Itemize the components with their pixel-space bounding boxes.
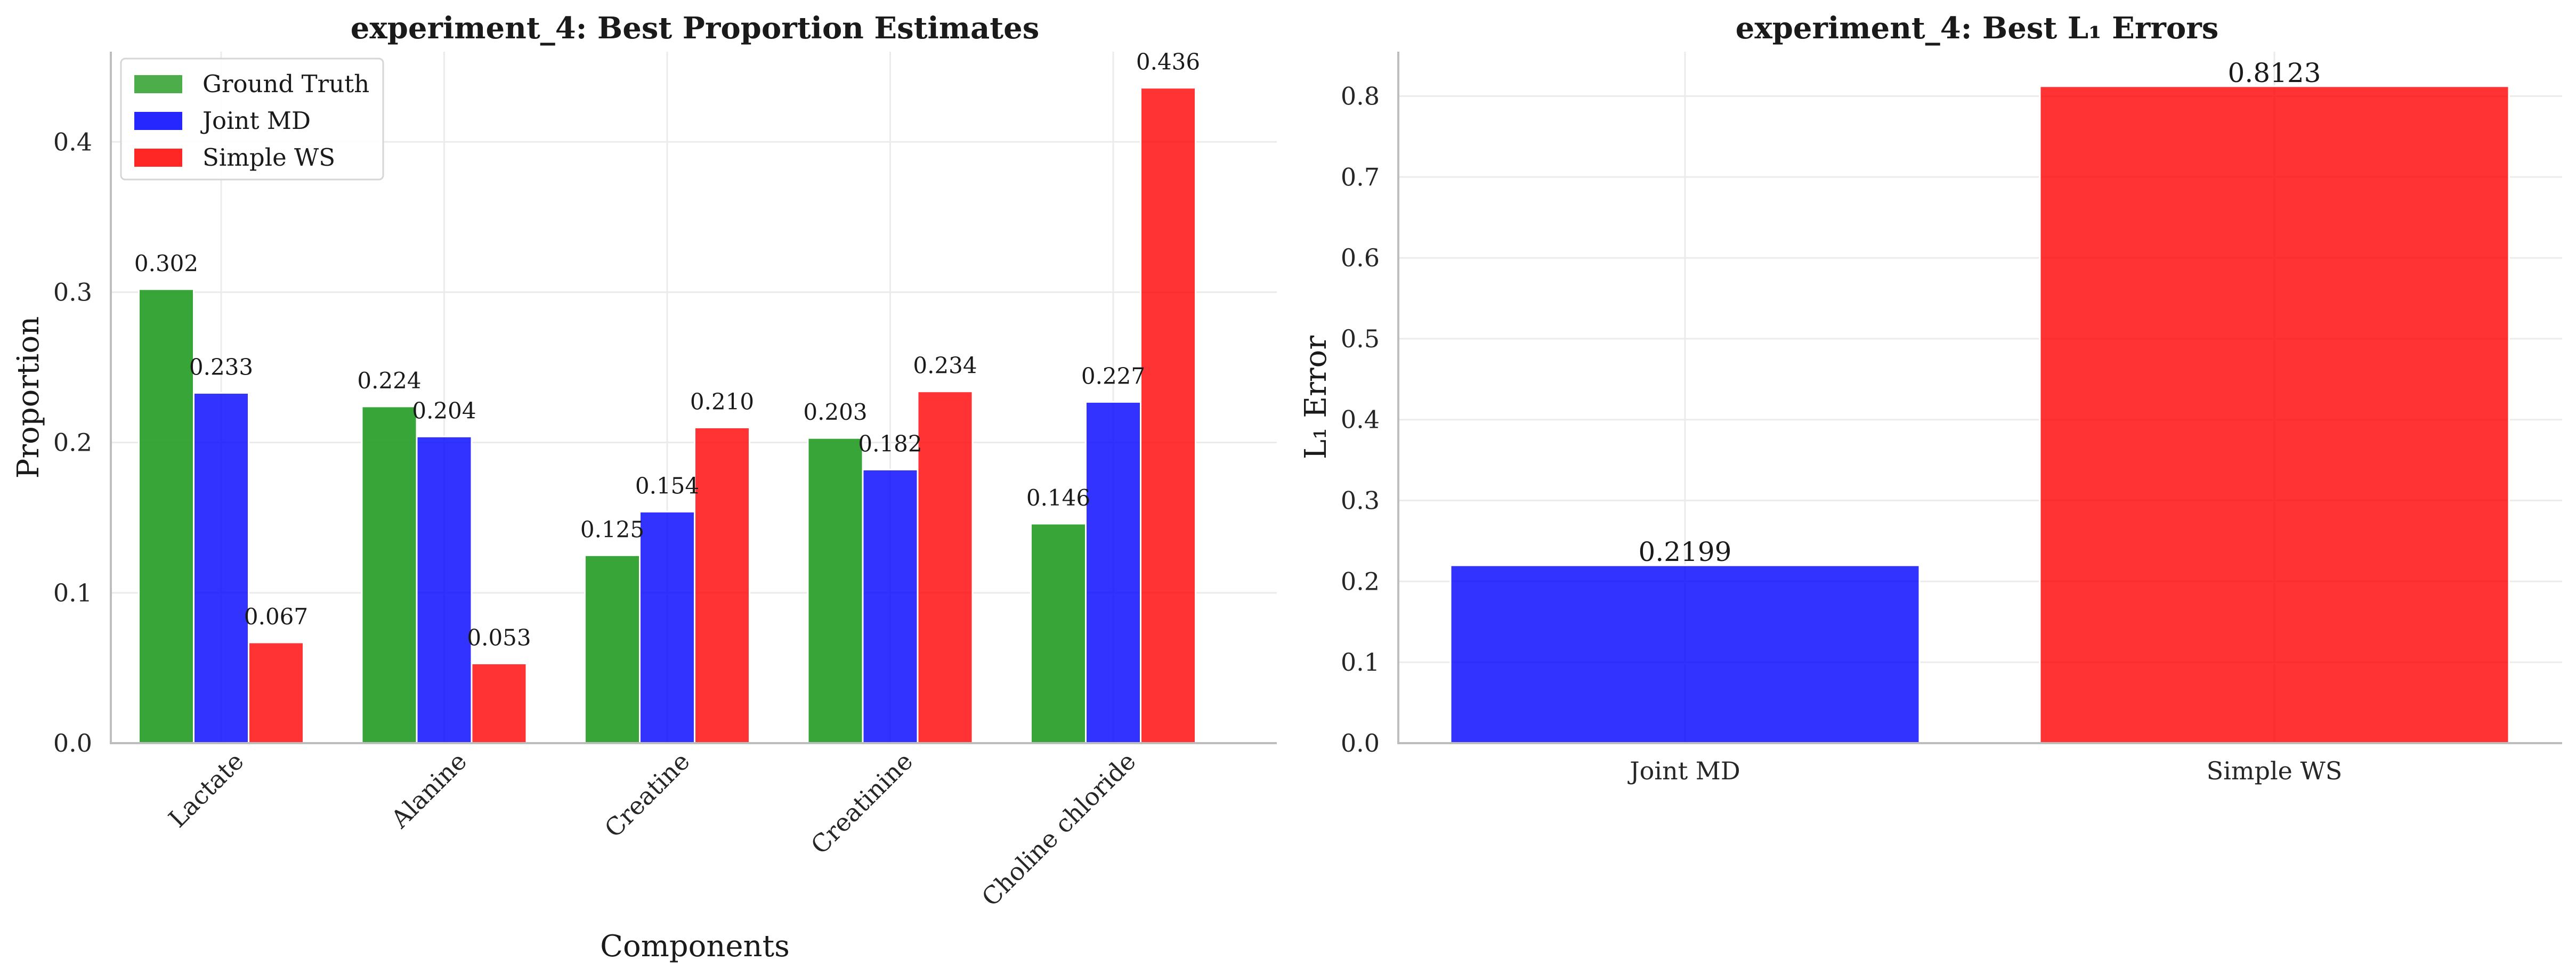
proportion-chart-bar-labels: 0.302 0.224 0.125 0.203 0.146 0.233 0.204 0.154… [134,49,1200,651]
bar-value-label: 0.233 [189,354,253,380]
bar-value-label: 0.067 [244,604,308,630]
bar-joint_md [1085,401,1141,744]
bar-value-label: 0.210 [690,388,754,414]
proportion-chart-title: experiment_4: Best Proportion Estimates [351,11,1040,46]
bar-ground_truth [584,554,641,744]
proportion-chart-x-ticks: Lactate Alanine Creatine Creatinine Choline … [163,747,1141,912]
y-tick-label: 0.3 [1341,486,1380,515]
y-tick-label: 0.8 [1341,82,1380,110]
proportion-chart: experiment_4: Best Proportion Estimates … [11,11,1277,964]
bar-simple_ws [694,426,750,744]
y-tick-label: 0.5 [1341,324,1380,353]
bar-value-label: 0.154 [635,473,699,499]
legend-label: Ground Truth [202,70,369,98]
legend-swatch-ground_truth [134,75,182,93]
bar-ground_truth [361,405,418,744]
y-tick-label: 0.1 [53,579,92,607]
legend-swatch-simple_ws [134,149,182,167]
bar-joint_md [416,435,473,744]
y-tick-label: 0.0 [53,729,92,758]
l1-error-chart-title: experiment_4: Best L₁ Errors [1736,11,2219,46]
x-tick-label: Simple WS [2207,756,2343,785]
bar-value-label: 0.436 [1136,49,1200,75]
y-tick-label: 0.0 [1341,729,1380,758]
bar-simple_ws [471,662,528,744]
y-tick-label: 0.4 [1341,405,1380,434]
bar-joint_md [639,510,695,744]
y-tick-label: 0.2 [1341,567,1380,596]
x-tick-label: Creatinine [805,747,918,860]
l1-error-chart-axes [1397,52,2562,744]
y-tick-label: 0.6 [1341,243,1380,272]
bar-value-label: 0.125 [580,516,644,542]
bar-value-label: 0.227 [1081,363,1145,389]
l1-error-chart-y-ticks: 0.0 0.1 0.2 0.3 0.4 0.5 0.6 0.7 0.8 [1341,82,1380,758]
x-tick-label: Lactate [163,747,249,833]
legend-label: Simple WS [202,143,335,172]
bar-simple_ws [917,390,974,744]
bar-ground_truth [138,288,195,744]
bar-value-label: 0.203 [803,399,867,425]
bar-value-label: 0.053 [467,624,531,650]
proportion-chart-y-ticks: 0.0 0.1 0.2 0.3 0.4 [53,127,92,758]
legend-swatch-joint_md [134,112,182,130]
y-tick-label: 0.3 [53,278,92,306]
l1-error-chart-x-ticks: Joint MD Simple WS [1627,756,2342,785]
l1-error-chart: experiment_4: Best L₁ Errors 0.2199 0.812… [1299,11,2562,785]
bar-simple_ws [2039,85,2510,744]
proportion-chart-y-label: Proportion [11,316,46,479]
proportion-chart-legend: Ground Truth Joint MD Simple WS [120,58,384,181]
bar-joint_md [193,392,249,744]
y-tick-label: 0.2 [53,428,92,457]
bar-ground_truth [1030,523,1087,744]
bar-value-label: 0.302 [134,250,198,276]
bar-value-label: 0.224 [357,368,421,394]
bar-simple_ws [248,641,304,744]
l1-error-chart-bar-labels: 0.2199 0.8123 [1639,58,2321,567]
y-tick-label: 0.7 [1341,162,1380,191]
x-tick-label: Creatine [599,747,695,843]
proportion-chart-bars [138,87,1196,744]
proportion-chart-x-label: Components [600,929,790,964]
x-tick-label: Alanine [385,747,473,834]
bar-value-label: 0.8123 [2228,58,2321,88]
bar-value-label: 0.146 [1026,485,1090,511]
bar-value-label: 0.182 [858,430,922,457]
proportion-chart-axes [110,52,1277,744]
legend-box [120,58,384,181]
bar-simple_ws [1140,87,1196,744]
y-tick-label: 0.1 [1341,648,1380,677]
bar-value-label: 0.2199 [1639,536,1732,567]
y-tick-label: 0.4 [53,127,92,156]
bar-value-label: 0.204 [412,397,476,424]
bar-value-label: 0.234 [913,353,977,379]
legend-label: Joint MD [200,107,311,135]
l1-error-chart-bars [1449,85,2510,744]
x-tick-label: Choline chloride [976,747,1141,912]
bar-joint_md [1449,564,1921,744]
bar-ground_truth [807,437,864,744]
x-tick-label: Joint MD [1627,756,1740,785]
l1-error-chart-y-label: L₁ Error [1299,336,1333,460]
bar-joint_md [862,468,919,744]
